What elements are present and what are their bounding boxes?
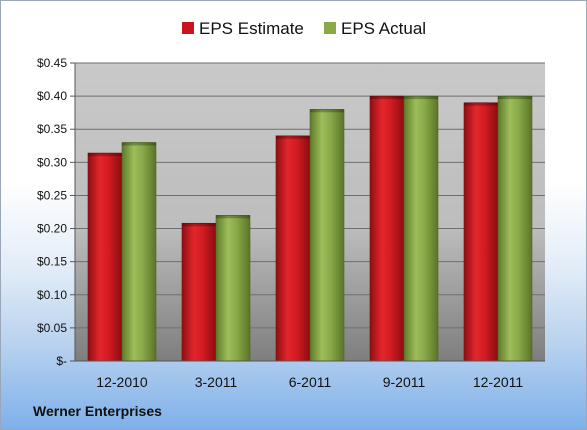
legend: EPS Estimate EPS Actual	[182, 19, 426, 38]
x-category-label: 12-2011	[473, 374, 524, 390]
actual-bar-top-shade	[404, 96, 438, 100]
x-axis: 12-2010 3-2011 6-2011 9-2011 12-2011	[75, 360, 545, 390]
actual-bar	[121, 142, 157, 362]
estimate-bar-top-shade	[276, 135, 310, 139]
actual-bar	[497, 95, 533, 362]
x-category-label: 9-2011	[383, 374, 426, 390]
actual-legend-label: EPS Actual	[341, 19, 426, 38]
actual-bar	[215, 215, 251, 362]
actual-bar	[403, 95, 439, 362]
estimate-bar-top-shade	[88, 153, 122, 157]
actual-legend-swatch	[324, 22, 336, 34]
estimate-bar-top-shade	[464, 102, 498, 106]
y-axis: $- $0.05 $0.10 $0.15 $0.20 $0.25 $0.30 $0.35 $0.…	[37, 56, 76, 368]
company-name: Werner Enterprises	[33, 403, 162, 419]
x-category-label: 12-2010	[96, 374, 148, 390]
estimate-bar	[369, 95, 405, 362]
y-tick-label: $-	[56, 354, 67, 368]
estimate-bar	[275, 135, 311, 362]
y-tick-label: $0.20	[37, 222, 67, 236]
y-tick-label: $0.35	[37, 122, 67, 136]
y-tick-label: $0.30	[37, 155, 67, 169]
actual-bar-top-shade	[216, 215, 250, 219]
y-tick-label: $0.15	[37, 255, 67, 269]
actual-bar-top-shade	[498, 96, 532, 100]
y-tick-label: $0.25	[37, 188, 67, 202]
estimate-bar-top-shade	[182, 223, 216, 227]
y-tick-label: $0.40	[37, 89, 67, 103]
estimate-bar-top-shade	[370, 96, 404, 100]
bars	[87, 95, 533, 362]
actual-bar-top-shade	[122, 142, 156, 146]
estimate-bar	[463, 102, 499, 362]
x-category-label: 6-2011	[289, 374, 332, 390]
estimate-legend-swatch	[182, 22, 194, 34]
actual-bar-top-shade	[310, 109, 344, 113]
y-tick-label: $0.05	[37, 321, 67, 335]
x-category-label: 3-2011	[195, 374, 238, 390]
estimate-bar	[87, 152, 123, 362]
y-tick-label: $0.10	[37, 288, 67, 302]
estimate-legend-label: EPS Estimate	[199, 19, 304, 38]
actual-bar	[309, 109, 345, 362]
y-tick-label: $0.45	[37, 56, 67, 70]
estimate-bar	[181, 222, 217, 362]
